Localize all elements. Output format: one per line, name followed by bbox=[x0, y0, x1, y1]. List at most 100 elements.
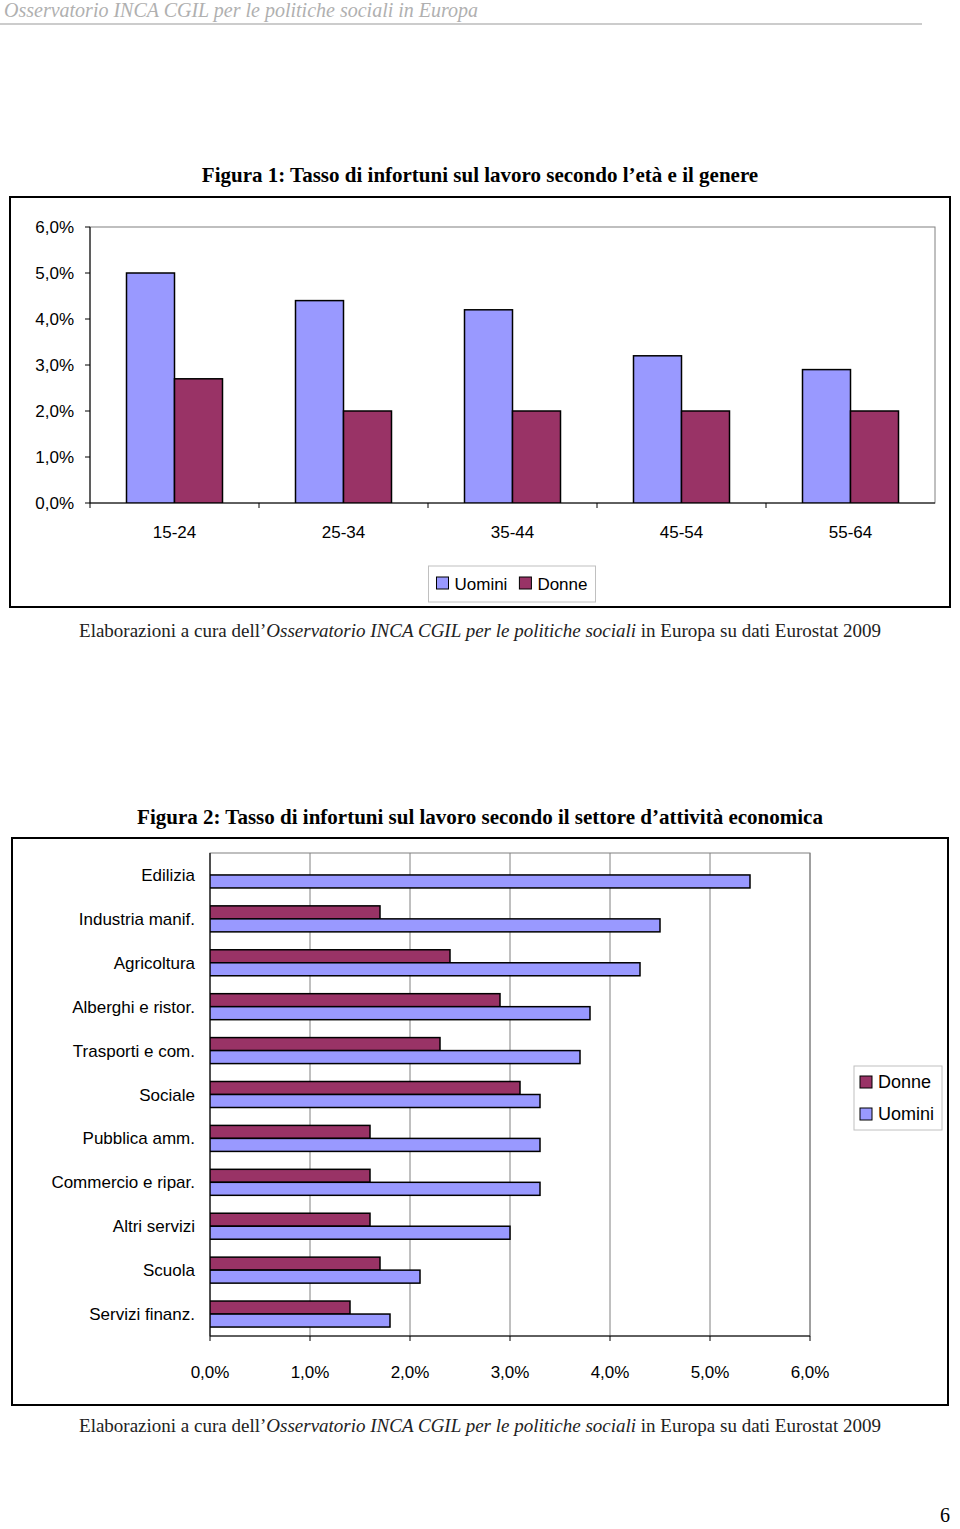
bar bbox=[210, 1051, 580, 1064]
plot-area bbox=[90, 227, 935, 503]
y-tick-label: 4,0% bbox=[35, 310, 74, 329]
y-tick-label: 3,0% bbox=[35, 356, 74, 375]
bar bbox=[210, 1314, 390, 1327]
y-tick-label: Industria manif. bbox=[79, 910, 195, 929]
tick-mark bbox=[610, 1336, 611, 1341]
legend: Donne Uomini bbox=[854, 1066, 942, 1130]
category-tick bbox=[428, 503, 429, 508]
bar bbox=[210, 1270, 420, 1283]
bars bbox=[210, 875, 750, 1327]
bar bbox=[210, 963, 640, 976]
x-tick-label: 6,0% bbox=[791, 1363, 830, 1382]
x-tick-label: 4,0% bbox=[591, 1363, 630, 1382]
x-tick-label: 25-34 bbox=[322, 523, 365, 542]
bar bbox=[296, 301, 344, 503]
bar bbox=[210, 906, 380, 919]
chart-frame bbox=[10, 197, 950, 607]
source-part: in Europa su dati Eurostat 2009 bbox=[636, 1415, 881, 1436]
tick-mark bbox=[85, 273, 90, 274]
tick-mark bbox=[85, 365, 90, 366]
bar bbox=[210, 1082, 520, 1095]
bar bbox=[210, 875, 750, 888]
legend-swatch bbox=[860, 1076, 872, 1088]
y-tick-label: 0,0% bbox=[35, 494, 74, 513]
legend-label: Donne bbox=[537, 575, 587, 594]
category-tick bbox=[90, 503, 91, 508]
y-tick-label: Commercio e ripar. bbox=[51, 1173, 195, 1192]
bar bbox=[210, 919, 660, 932]
page: Osservatorio INCA CGIL per le politiche … bbox=[0, 0, 960, 1529]
legend-box bbox=[854, 1066, 942, 1130]
y-tick-label: Edilizia bbox=[141, 866, 195, 885]
x-tick-label: 55-64 bbox=[829, 523, 872, 542]
chart-frame bbox=[12, 838, 948, 1405]
source-part: in Europa su dati Eurostat 2009 bbox=[636, 620, 881, 641]
header-rule bbox=[0, 24, 922, 25]
y-tick-label: 6,0% bbox=[35, 218, 74, 237]
legend: Uomini Donne bbox=[428, 566, 595, 602]
source-part: Osservatorio INCA CGIL per le politiche … bbox=[266, 620, 636, 641]
tick-mark bbox=[85, 319, 90, 320]
legend-label: Uomini bbox=[454, 575, 507, 594]
bar bbox=[210, 1213, 370, 1226]
y-axis bbox=[90, 227, 91, 503]
legend-swatch bbox=[860, 1108, 872, 1120]
tick-mark bbox=[710, 1336, 711, 1341]
bars bbox=[127, 273, 899, 503]
legend-label: Donne bbox=[878, 1072, 931, 1092]
bar bbox=[210, 994, 500, 1007]
legend-label: Uomini bbox=[878, 1104, 934, 1124]
bar bbox=[210, 1257, 380, 1270]
page-header: Osservatorio INCA CGIL per le politiche … bbox=[4, 0, 478, 22]
bar bbox=[803, 370, 851, 503]
bar bbox=[682, 411, 730, 503]
tick-mark bbox=[85, 457, 90, 458]
y-tick-label: Servizi finanz. bbox=[89, 1305, 195, 1324]
source-part: Elaborazioni a cura dell’ bbox=[79, 1415, 266, 1436]
source-note: Elaborazioni a cura dell’Osservatorio IN… bbox=[79, 620, 881, 641]
bar bbox=[210, 1226, 510, 1239]
category-tick bbox=[597, 503, 598, 508]
bar bbox=[634, 356, 682, 503]
y-tick-label: 1,0% bbox=[35, 448, 74, 467]
y-tick-label: Pubblica amm. bbox=[83, 1129, 195, 1148]
bar bbox=[210, 950, 450, 963]
y-tick-label: 2,0% bbox=[35, 402, 74, 421]
tick-mark bbox=[85, 503, 90, 504]
grid-line bbox=[810, 853, 811, 1336]
y-tick-label: Scuola bbox=[143, 1261, 196, 1280]
x-axis bbox=[210, 1336, 810, 1337]
y-tick-label: 5,0% bbox=[35, 264, 74, 283]
source-part: Osservatorio INCA CGIL per le politiche … bbox=[266, 1415, 636, 1436]
bar bbox=[513, 411, 561, 503]
x-tick-label: 5,0% bbox=[691, 1363, 730, 1382]
bar bbox=[210, 1301, 350, 1314]
tick-mark bbox=[810, 1336, 811, 1341]
chart-title: Figura 2: Tasso di infortuni sul lavoro … bbox=[137, 805, 823, 829]
category-tick bbox=[259, 503, 260, 508]
tick-mark bbox=[85, 411, 90, 412]
category-tick bbox=[766, 503, 767, 508]
bar bbox=[210, 1095, 540, 1108]
x-tick-label: 1,0% bbox=[291, 1363, 330, 1382]
y-tick-label: Trasporti e com. bbox=[73, 1042, 195, 1061]
legend-box bbox=[428, 566, 595, 602]
source-note: Elaborazioni a cura dell’Osservatorio IN… bbox=[79, 1415, 881, 1436]
grid-line bbox=[710, 853, 711, 1336]
page-number: 6 bbox=[940, 1504, 950, 1526]
bar bbox=[210, 1169, 370, 1182]
y-tick-label: Altri servizi bbox=[113, 1217, 195, 1236]
legend-swatch bbox=[519, 577, 531, 589]
bar bbox=[210, 1007, 590, 1020]
bar bbox=[210, 1038, 440, 1051]
bar bbox=[344, 411, 392, 503]
tick-mark bbox=[510, 1336, 511, 1341]
tick-mark bbox=[85, 227, 90, 228]
bar bbox=[210, 1138, 540, 1151]
y-tick-label: Agricoltura bbox=[114, 954, 196, 973]
y-tick-label: Sociale bbox=[139, 1086, 195, 1105]
y-tick-label: Alberghi e ristor. bbox=[72, 998, 195, 1017]
bar bbox=[175, 379, 223, 503]
x-tick-label: 3,0% bbox=[491, 1363, 530, 1382]
bar bbox=[210, 1125, 370, 1138]
